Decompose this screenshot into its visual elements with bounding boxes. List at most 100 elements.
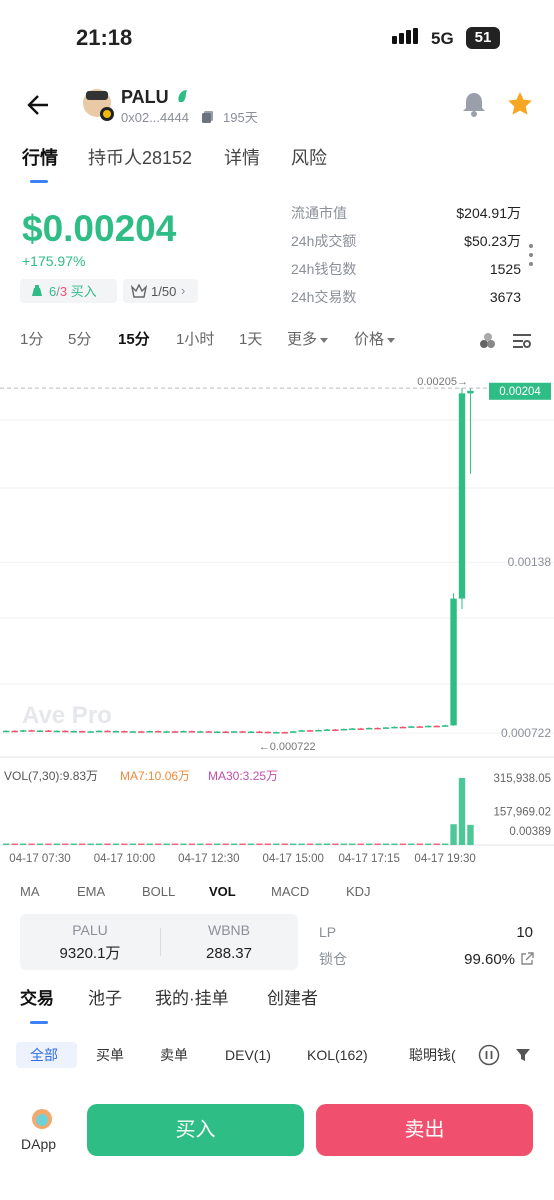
copy-icon[interactable] (201, 110, 215, 124)
trade-tab[interactable]: 创建者 (267, 989, 318, 1008)
candle-body (323, 729, 331, 731)
dapp-label[interactable]: DApp (21, 1136, 57, 1152)
candle-body (205, 731, 212, 733)
volume-bar (349, 843, 356, 845)
main-tab[interactable]: 详情 (224, 148, 260, 168)
candle-body (467, 390, 474, 394)
filter[interactable]: 全部 (30, 1047, 58, 1063)
back-button[interactable] (26, 93, 52, 117)
sell-count: 3 (59, 284, 68, 299)
volume-bar (416, 843, 423, 845)
candle-body (357, 728, 364, 730)
volume-bar (171, 843, 179, 845)
volume-bar (247, 843, 255, 845)
candle-body (53, 730, 61, 733)
candle-body (138, 731, 145, 733)
candle-body (121, 731, 128, 733)
interval[interactable]: 1天 (239, 331, 263, 348)
stat-label: 流通市值 (291, 205, 347, 221)
filter[interactable]: 卖单 (160, 1047, 188, 1063)
candlestick-chart: Ave Pro 0.00138 0.000722 04-17 07:30 04-17 … (0, 376, 554, 865)
pool-token-b: WBNB (208, 922, 250, 938)
indicator-tab[interactable]: EMA (77, 884, 106, 899)
volume-bar (315, 843, 322, 845)
indicator-tab[interactable]: VOL (209, 884, 236, 899)
layout-icon[interactable] (511, 331, 533, 351)
interval[interactable]: 更多 (287, 332, 329, 347)
buy-count: 6 (49, 284, 57, 299)
interval[interactable]: 1小时 (176, 331, 215, 348)
pause-button[interactable] (478, 1044, 500, 1066)
volume-bar (188, 843, 196, 845)
ratio-sep: / (56, 284, 60, 299)
interval[interactable]: 1分 (20, 331, 44, 348)
volume-bar (391, 843, 398, 845)
candle-body (180, 731, 187, 733)
x-tick-label: 04-17 10:00 (94, 853, 155, 865)
candle-body (70, 731, 77, 733)
volume-bar (382, 843, 390, 845)
dropdown-caret (320, 337, 329, 343)
volume-bar (79, 843, 86, 845)
indicator-tab[interactable]: MACD (271, 884, 310, 899)
stat-label: 24h交易数 (291, 289, 357, 305)
filter[interactable]: KOL(162) (307, 1047, 368, 1063)
y-tick-label: 0.000722 (501, 726, 551, 740)
settings-icon[interactable] (476, 330, 498, 352)
verified-icon (178, 90, 187, 102)
filter[interactable]: 买单 (96, 1047, 124, 1063)
trade-tab[interactable]: 我的·挂单 (155, 989, 229, 1008)
candle-body (230, 731, 238, 733)
buy-button[interactable]: 买入 (87, 1104, 304, 1156)
x-tick-label: 04-17 17:15 (338, 853, 399, 865)
main-tab[interactable]: 持币人28152 (88, 148, 193, 168)
more-button[interactable] (528, 243, 534, 267)
pool-amount-b: 288.37 (206, 945, 252, 962)
volume-bar (374, 843, 381, 845)
candle-body (416, 726, 423, 728)
external-link[interactable] (520, 952, 534, 966)
signal-icon (392, 28, 418, 44)
interval[interactable]: 15分 (118, 331, 150, 348)
bell-button[interactable] (461, 90, 487, 118)
trade-tab[interactable]: 交易 (20, 989, 54, 1008)
interval[interactable]: 价格 (354, 332, 396, 347)
candle-body (450, 598, 457, 726)
main-tab[interactable]: 风险 (291, 148, 327, 168)
stat-label: 24h钱包数 (291, 261, 357, 277)
candle-body (399, 726, 407, 729)
volume-bar (298, 843, 305, 845)
stat-label: 24h成交额 (291, 233, 357, 249)
indicator-tab[interactable]: MA (20, 884, 40, 899)
interval[interactable]: 5分 (68, 331, 92, 348)
token-address: 0x02...4444 (121, 110, 189, 125)
sell-button[interactable]: 卖出 (316, 1104, 533, 1156)
stat-value: 1525 (489, 261, 521, 277)
candle-body (104, 730, 111, 733)
volume-bar (104, 843, 111, 845)
tab-indicator (30, 180, 48, 183)
indicator-tab[interactable]: BOLL (142, 884, 176, 899)
candle-body (28, 730, 35, 732)
pool-box (20, 914, 298, 970)
favorite-button[interactable] (507, 91, 533, 117)
filter[interactable]: DEV(1) (225, 1047, 271, 1063)
candle-body (239, 731, 246, 733)
candle-body (36, 730, 44, 733)
main-tab[interactable]: 行情 (22, 148, 58, 168)
pool-amount-a: 9320.1万 (59, 945, 121, 962)
watermark: Ave Pro (22, 702, 112, 729)
volume-bar (425, 843, 432, 845)
volume-bar (70, 843, 77, 845)
indicator-tab[interactable]: KDJ (346, 884, 371, 899)
candle-body (95, 730, 103, 733)
price: $0.00204 (22, 208, 177, 249)
candle-body (290, 731, 297, 733)
dapp-icon[interactable] (31, 1108, 53, 1130)
volume-bar (129, 843, 137, 845)
filter[interactable]: 聪明钱( (409, 1047, 456, 1063)
trade-tab[interactable]: 池子 (88, 989, 122, 1008)
x-tick-label: 04-17 12:30 (178, 853, 239, 865)
filter-button[interactable] (515, 1047, 531, 1063)
